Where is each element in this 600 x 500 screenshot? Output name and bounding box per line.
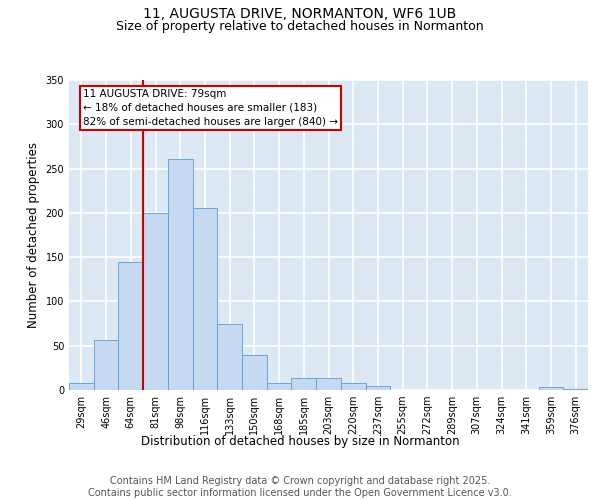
Bar bbox=[341, 383, 365, 390]
Bar bbox=[563, 389, 588, 390]
Text: Contains HM Land Registry data © Crown copyright and database right 2025.
Contai: Contains HM Land Registry data © Crown c… bbox=[88, 476, 512, 498]
Text: 11 AUGUSTA DRIVE: 79sqm
← 18% of detached houses are smaller (183)
82% of semi-d: 11 AUGUSTA DRIVE: 79sqm ← 18% of detache… bbox=[83, 89, 338, 127]
Y-axis label: Number of detached properties: Number of detached properties bbox=[27, 142, 40, 328]
Text: Distribution of detached houses by size in Normanton: Distribution of detached houses by size … bbox=[140, 435, 460, 448]
Bar bbox=[539, 388, 563, 390]
Bar bbox=[267, 383, 292, 390]
Bar bbox=[94, 340, 118, 390]
Bar bbox=[217, 324, 242, 390]
Bar bbox=[168, 159, 193, 390]
Bar bbox=[242, 354, 267, 390]
Text: 11, AUGUSTA DRIVE, NORMANTON, WF6 1UB: 11, AUGUSTA DRIVE, NORMANTON, WF6 1UB bbox=[143, 8, 457, 22]
Text: Size of property relative to detached houses in Normanton: Size of property relative to detached ho… bbox=[116, 20, 484, 33]
Bar bbox=[365, 386, 390, 390]
Bar bbox=[292, 378, 316, 390]
Bar bbox=[118, 262, 143, 390]
Bar bbox=[69, 383, 94, 390]
Bar bbox=[193, 208, 217, 390]
Bar bbox=[143, 213, 168, 390]
Bar bbox=[316, 378, 341, 390]
